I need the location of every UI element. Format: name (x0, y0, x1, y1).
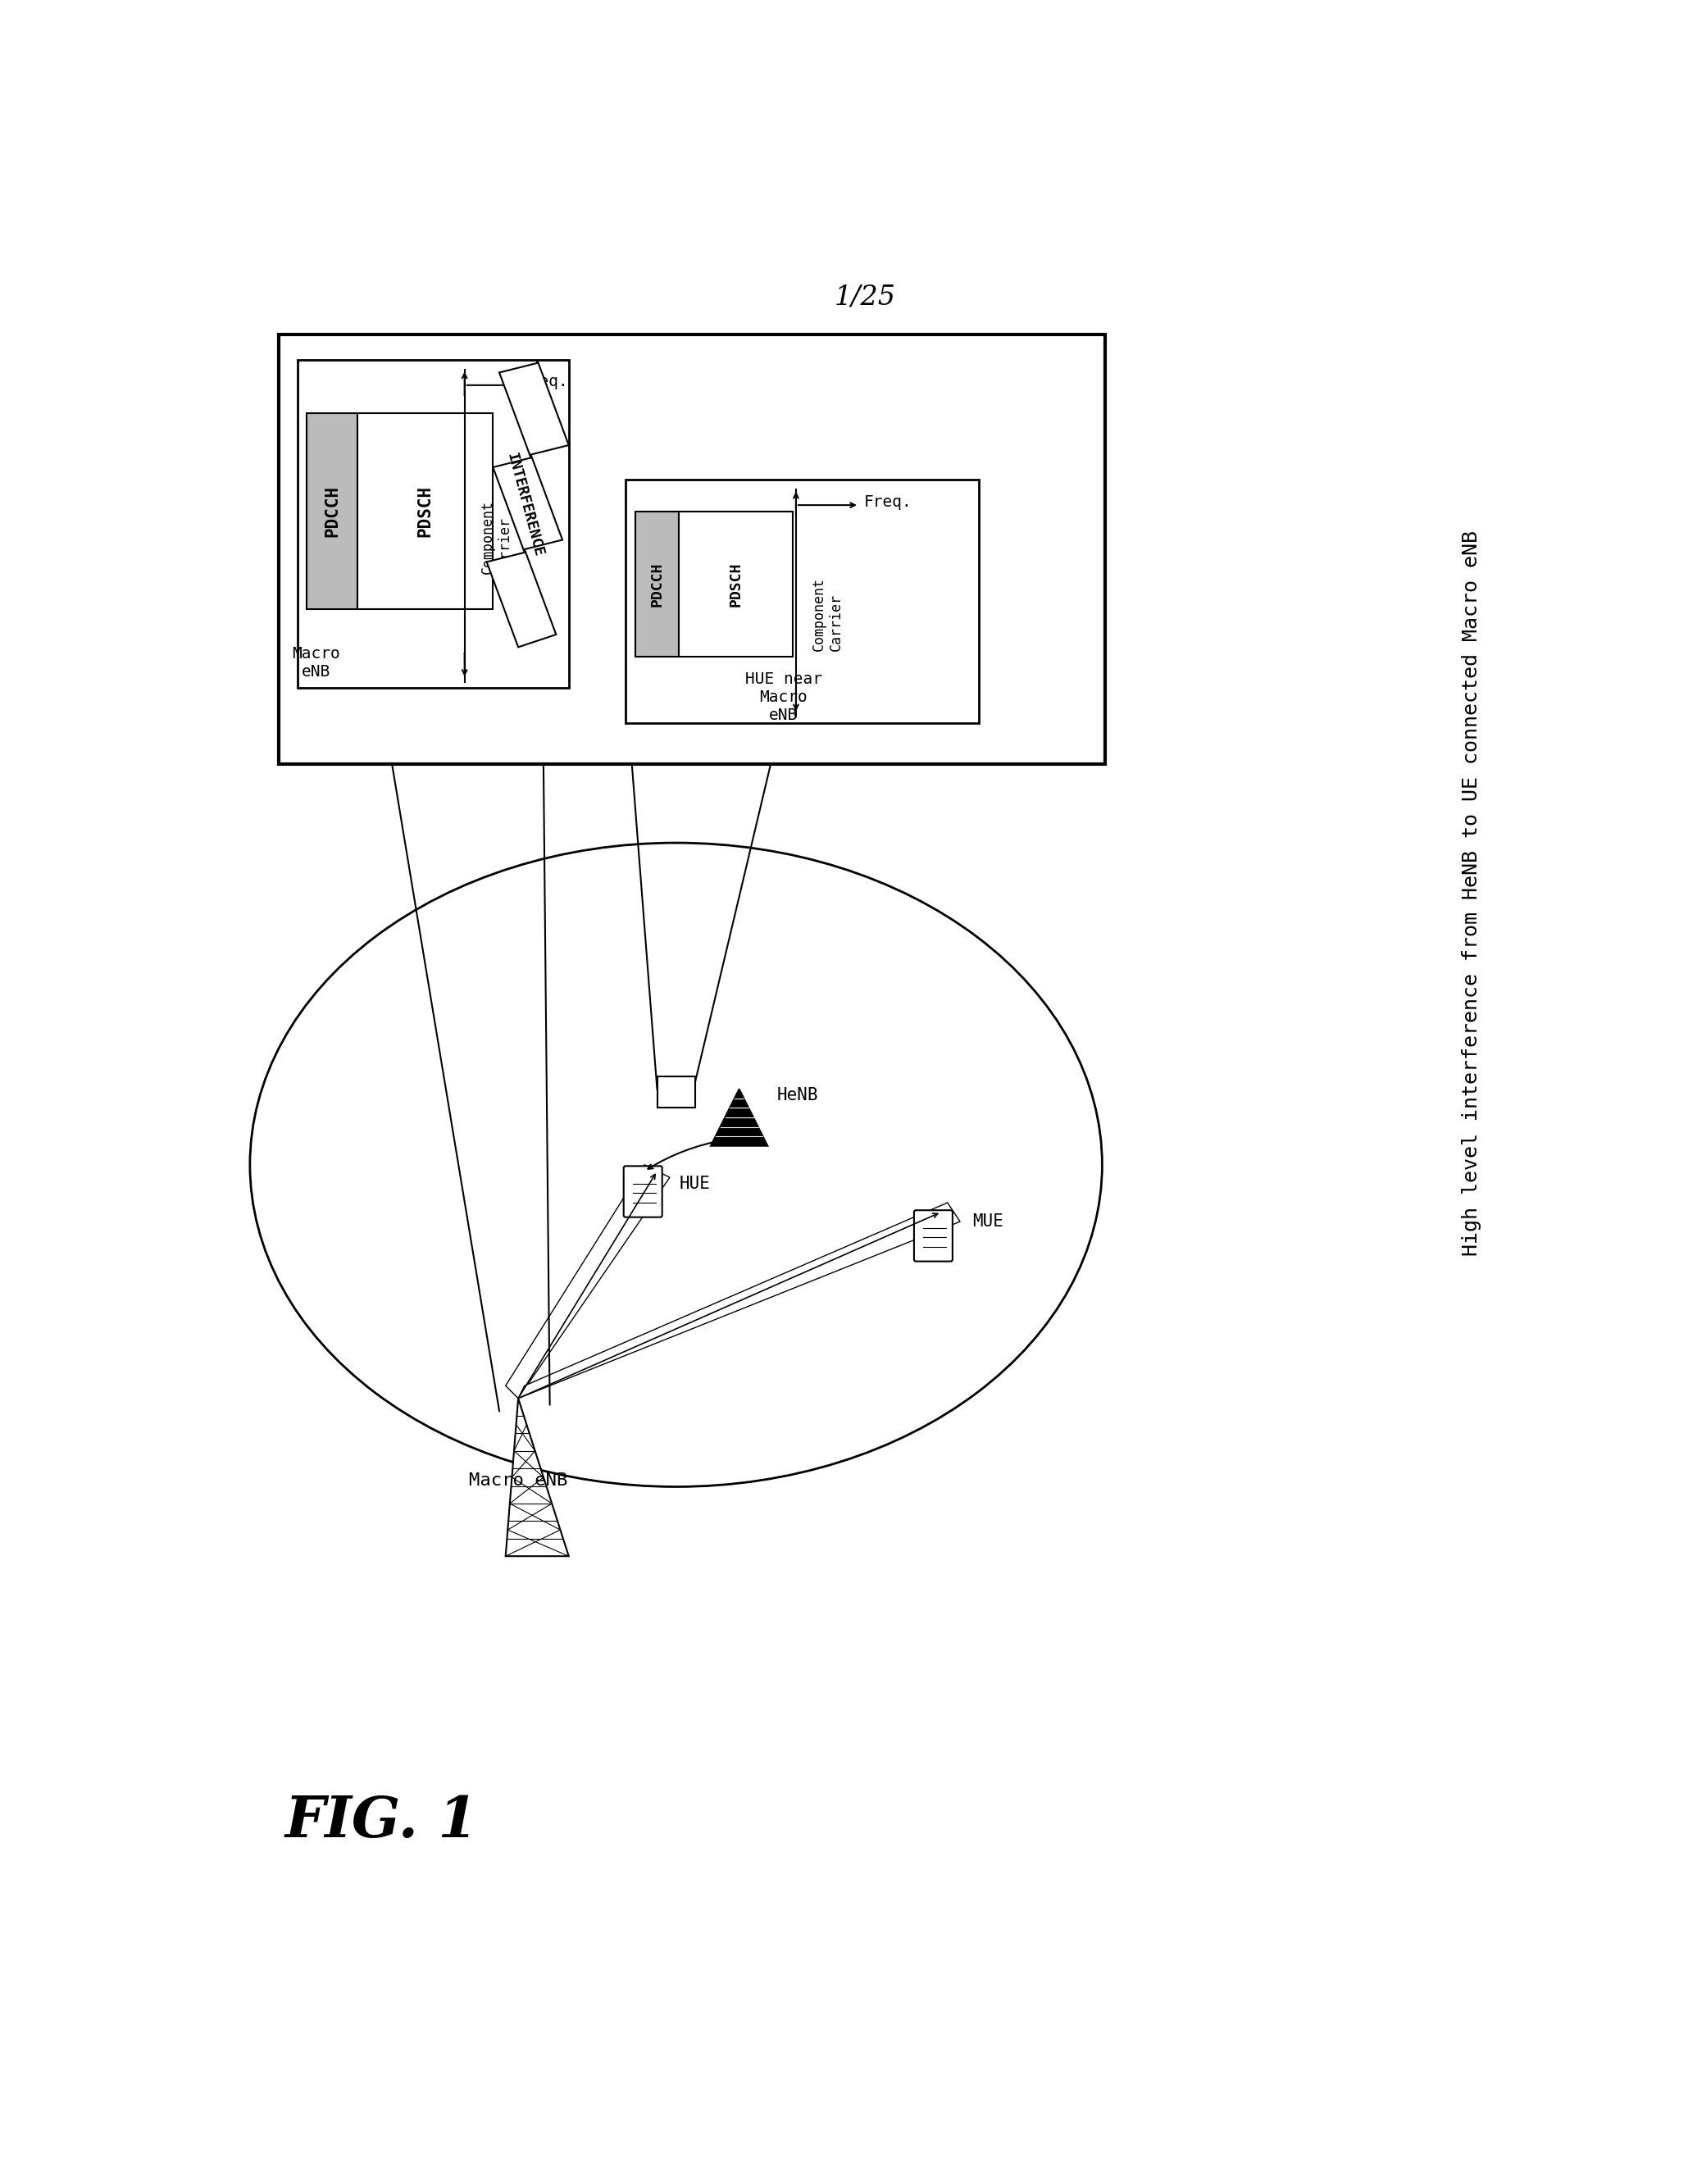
Text: HeNB: HeNB (776, 1088, 819, 1103)
Bar (358, 413, 493, 609)
Bar (626, 480, 979, 723)
Text: HUE: HUE (679, 1175, 711, 1192)
Bar (635, 511, 679, 657)
Bar (679, 511, 793, 657)
Text: PDCCH: PDCCH (324, 485, 341, 537)
Bar (297, 360, 569, 688)
Polygon shape (486, 360, 569, 646)
Polygon shape (506, 1398, 569, 1557)
Polygon shape (518, 1203, 960, 1398)
Bar (657, 1077, 695, 1107)
FancyBboxPatch shape (913, 1210, 952, 1262)
Bar (307, 413, 358, 609)
Text: Macro eNB: Macro eNB (469, 1472, 567, 1489)
Text: FIG. 1: FIG. 1 (285, 1793, 478, 1850)
Polygon shape (711, 1090, 768, 1147)
Text: MUE: MUE (972, 1214, 1004, 1230)
Text: High level interference from HeNB to UE connected Macro eNB: High level interference from HeNB to UE … (1462, 531, 1482, 1256)
Text: Freq.: Freq. (520, 373, 569, 389)
Text: HUE near
Macro
eNB: HUE near Macro eNB (744, 673, 822, 723)
Text: INTERFERENCE: INTERFERENCE (503, 452, 545, 559)
Text: Macro
eNB: Macro eNB (292, 646, 341, 679)
Text: Freq.: Freq. (864, 494, 912, 509)
Polygon shape (506, 1164, 670, 1398)
Text: PDCCH: PDCCH (650, 561, 665, 607)
Text: Component
Carrier: Component Carrier (481, 500, 511, 574)
Text: PDSCH: PDSCH (729, 561, 743, 607)
Bar (279, 334, 1106, 764)
Text: 1/25: 1/25 (834, 284, 896, 310)
FancyBboxPatch shape (623, 1166, 662, 1216)
Text: Component
Carrier: Component Carrier (812, 577, 844, 651)
Text: PDSCH: PDSCH (417, 485, 434, 537)
